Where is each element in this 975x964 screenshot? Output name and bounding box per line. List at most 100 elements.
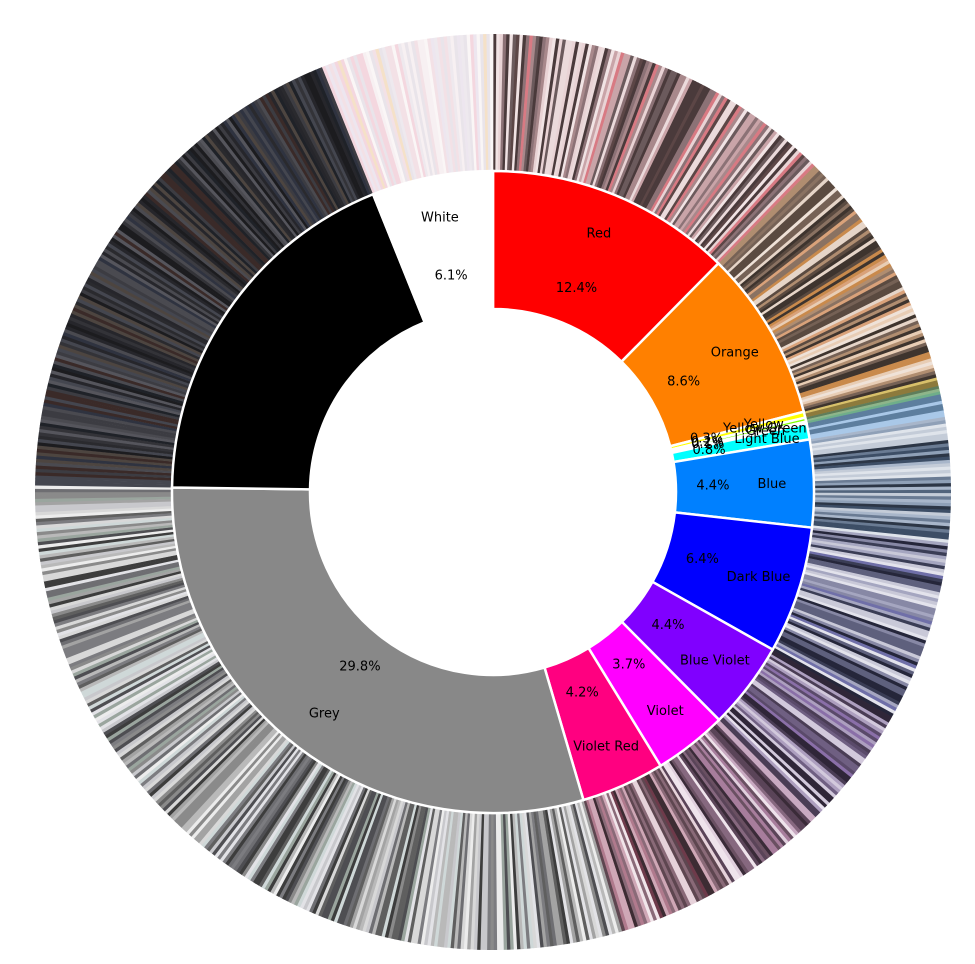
outer-stripe-white	[417, 39, 443, 176]
outer-stripe-black	[196, 140, 288, 248]
outer-stripe-violet	[670, 758, 749, 874]
outer-stripe-grey	[480, 812, 487, 950]
outer-stripe-violet	[672, 756, 752, 873]
outer-stripe-red	[502, 34, 511, 172]
outer-stripe-grey	[99, 656, 219, 730]
outer-stripe-red	[544, 39, 570, 176]
outer-stripe-black	[39, 421, 176, 446]
outer-stripe-dark-blue	[804, 566, 939, 603]
outer-stripe-red	[580, 51, 622, 184]
outer-stripe-grey	[35, 494, 173, 499]
outer-stripe-grey	[423, 809, 447, 946]
outer-stripe-violet	[712, 724, 809, 827]
outer-stripe-grey	[104, 662, 223, 739]
outer-stripe-grey	[178, 725, 275, 828]
outer-stripe-violet-red	[607, 790, 661, 920]
outer-stripe-red	[532, 37, 554, 174]
outer-stripe-black	[169, 165, 269, 265]
outer-stripe-grey	[443, 811, 461, 948]
pct-label-grey: 29.8%	[339, 660, 380, 675]
outer-stripe-blue-violet	[766, 657, 886, 732]
outer-stripe-grey	[173, 722, 272, 824]
outer-stripe-black	[40, 418, 177, 444]
outer-stripe-red	[589, 55, 635, 187]
outer-stripe-grey	[181, 727, 277, 831]
outer-stripe-violet	[668, 759, 747, 876]
outer-stripe-grey	[191, 733, 284, 839]
outer-stripe-black	[71, 309, 199, 367]
outer-stripe-white	[331, 62, 382, 192]
outer-stripe-grey	[486, 812, 492, 950]
outer-stripe-white	[466, 34, 478, 172]
outer-stripe-orange	[735, 192, 843, 285]
outer-stripe-grey	[308, 785, 367, 913]
outer-stripe-red	[653, 95, 726, 216]
outer-stripe-dark-blue	[810, 536, 947, 560]
outer-stripe-violet-red	[627, 782, 688, 909]
outer-stripe-blue	[813, 504, 951, 514]
outer-stripe-grey	[317, 788, 373, 917]
outer-stripe-blue	[813, 499, 951, 507]
outer-stripe-grey	[281, 776, 348, 901]
outer-stripe-dark-blue	[787, 618, 915, 676]
outer-stripe-grey	[321, 789, 375, 918]
outer-stripe-grey	[69, 614, 198, 671]
outer-stripe-red	[497, 34, 504, 172]
outer-stripe-red	[715, 161, 813, 262]
outer-stripe-black	[37, 441, 174, 460]
outer-stripe-orange	[775, 275, 899, 343]
outer-stripe-blue-violet	[753, 677, 868, 760]
outer-stripe-orange	[787, 311, 916, 368]
outer-stripe-violet	[705, 731, 799, 836]
outer-stripe-blue-violet	[750, 680, 864, 765]
outer-stripe-red	[534, 37, 557, 175]
outer-stripe-white	[410, 40, 438, 177]
outer-stripe-red	[567, 46, 603, 181]
outer-stripe-violet-red	[618, 786, 676, 914]
outer-stripe-blue	[813, 469, 951, 480]
outer-stripe-violet-red	[616, 787, 673, 915]
outer-stripe-grey	[532, 810, 554, 947]
outer-stripe-grey	[509, 812, 521, 950]
outer-stripe-grey	[140, 696, 248, 787]
outer-stripe-green	[806, 391, 941, 424]
outer-stripe-black	[300, 74, 361, 201]
outer-stripe-grey	[327, 791, 380, 921]
slice-label-blue: Blue	[758, 477, 787, 492]
outer-stripe-white	[349, 55, 396, 188]
outer-stripe-violet	[715, 721, 814, 823]
outer-stripe-grey	[88, 642, 211, 710]
outer-stripe-orange	[803, 374, 937, 413]
outer-stripe-orange	[728, 180, 832, 276]
outer-stripe-white	[486, 34, 491, 172]
outer-stripe-red	[564, 45, 600, 180]
outer-stripe-orange	[721, 170, 822, 269]
outer-stripe-grey	[133, 691, 243, 780]
slice-label-grey: Grey	[309, 707, 340, 722]
outer-stripe-grey	[546, 808, 574, 944]
outer-stripe-red	[607, 63, 660, 193]
outer-stripe-black	[52, 363, 185, 405]
outer-stripe-grey	[94, 650, 216, 722]
outer-stripe-grey	[470, 812, 480, 950]
outer-stripe-black	[94, 262, 216, 334]
outer-stripe-red	[645, 88, 714, 211]
outer-stripe-orange	[782, 292, 908, 355]
outer-stripe-grey	[284, 777, 350, 902]
outer-stripe-violet-red	[585, 798, 629, 931]
outer-stripe-orange	[750, 218, 863, 303]
outer-stripe-violet-red	[598, 794, 648, 925]
outer-stripe-black	[65, 325, 194, 378]
outer-stripe-red	[602, 61, 654, 192]
outer-stripe-black	[53, 360, 186, 403]
outer-stripe-grey	[64, 606, 194, 659]
outer-stripe-blue	[813, 473, 951, 482]
outer-stripe-dark-blue	[794, 598, 926, 648]
outer-stripe-violet	[660, 764, 735, 883]
outer-stripe-dark-blue	[802, 576, 936, 616]
outer-stripe-orange	[792, 326, 922, 379]
outer-stripe-black	[267, 91, 338, 213]
outer-stripe-blue	[811, 525, 949, 544]
outer-stripe-black	[125, 215, 238, 301]
outer-stripe-dark-blue	[808, 546, 945, 574]
